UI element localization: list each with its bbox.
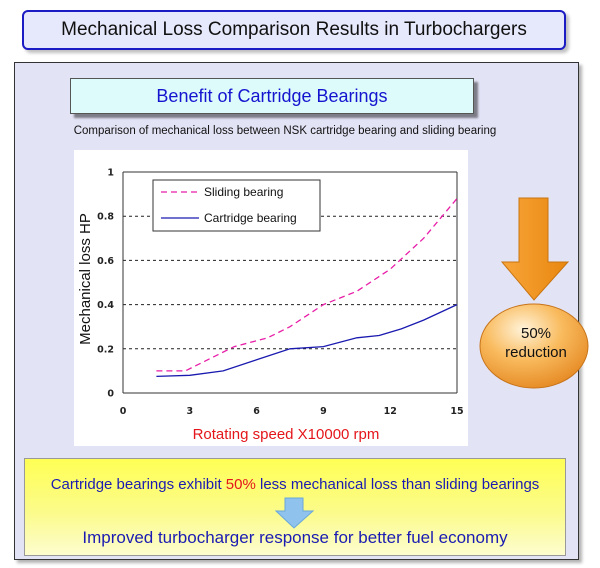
mechanical-loss-chart: 0 0.2 0.4 0.6 0.8 1 0 3 6 9 12 15 Sliding bearing C…	[77, 168, 464, 444]
y-tick-label: 1	[107, 168, 114, 179]
summary-statement: Cartridge bearings exhibit 50% less mech…	[25, 476, 565, 493]
series-layer	[156, 198, 458, 378]
x-axis-title: Rotating speed X10000 rpm	[193, 426, 380, 443]
y-axis-title: Mechanical loss HP	[77, 213, 94, 345]
x-tick-label: 3	[186, 406, 193, 417]
x-tick-label: 15	[450, 406, 463, 417]
x-tick-label: 0	[120, 406, 127, 417]
reduction-word: reduction	[505, 344, 567, 361]
summary-text-after: less mechanical loss than sliding bearin…	[255, 476, 540, 493]
down-arrow-small-icon	[275, 497, 315, 529]
series-line-cartridge	[156, 304, 458, 378]
down-arrow-icon	[500, 197, 570, 301]
x-tick-label: 6	[253, 406, 260, 417]
reduction-percent: 50%	[520, 325, 552, 342]
chart-area: 0 0.2 0.4 0.6 0.8 1 0 3 6 9 12 15 Sliding bearing C…	[74, 150, 468, 446]
reduction-badge-icon	[479, 303, 589, 389]
y-tick-label: 0.4	[97, 300, 114, 311]
summary-text-before: Cartridge bearings exhibit	[50, 476, 226, 493]
summary-box: Cartridge bearings exhibit 50% less mech…	[24, 458, 566, 556]
page-title: Mechanical Loss Comparison Results in Tu…	[22, 10, 566, 50]
y-tick-label: 0.8	[97, 212, 114, 223]
legend-box	[152, 179, 321, 232]
x-tick-label: 12	[384, 406, 397, 417]
series-line-sliding	[156, 198, 458, 372]
legend-label-cartridge: Cartridge bearing	[204, 211, 297, 225]
y-tick-label: 0	[107, 389, 114, 400]
legend-label-sliding: Sliding bearing	[204, 185, 283, 199]
chart-legend: Sliding bearing Cartridge bearing	[152, 179, 321, 232]
section-subtitle: Benefit of Cartridge Bearings	[70, 78, 474, 114]
x-tick-label: 9	[320, 406, 327, 417]
y-tick-label: 0.6	[97, 256, 114, 267]
chart-grid	[123, 215, 457, 350]
reduction-label: 50% reduction	[481, 324, 591, 362]
summary-highlight: 50%	[225, 476, 256, 493]
summary-conclusion: Improved turbocharger response for bette…	[82, 528, 508, 547]
tick-labels: 0 0.2 0.4 0.6 0.8 1 0 3 6 9 12 15	[97, 168, 463, 418]
y-tick-label: 0.2	[97, 344, 114, 355]
chart-caption: Comparison of mechanical loss between NS…	[73, 125, 497, 137]
